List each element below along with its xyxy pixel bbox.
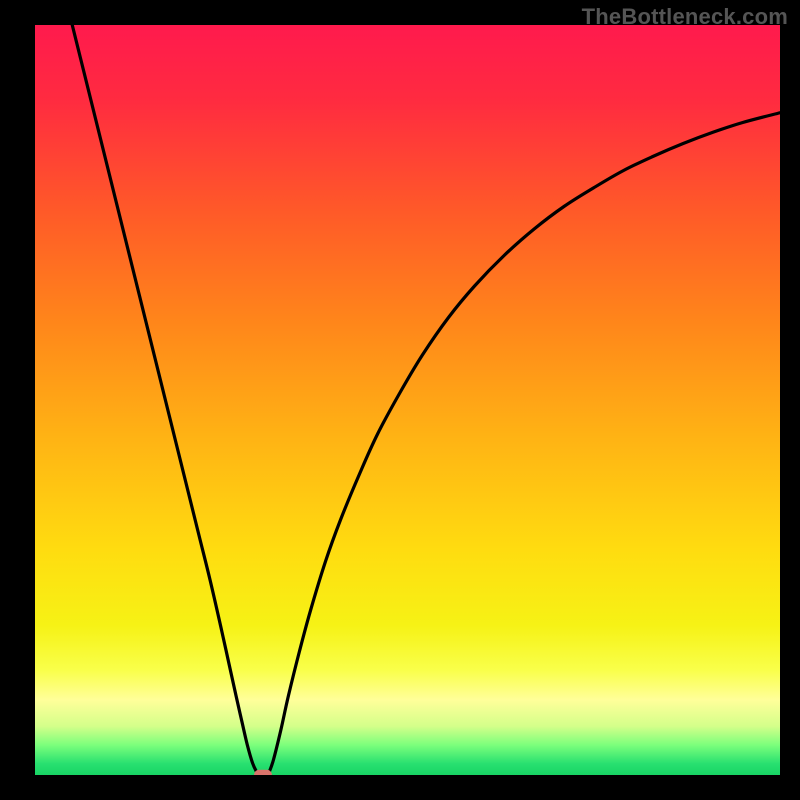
plot-svg	[35, 25, 780, 775]
min-marker	[254, 770, 272, 775]
bottleneck-plot	[35, 25, 780, 775]
chart-container: TheBottleneck.com	[0, 0, 800, 800]
watermark-text: TheBottleneck.com	[582, 4, 788, 30]
plot-background	[35, 25, 780, 775]
